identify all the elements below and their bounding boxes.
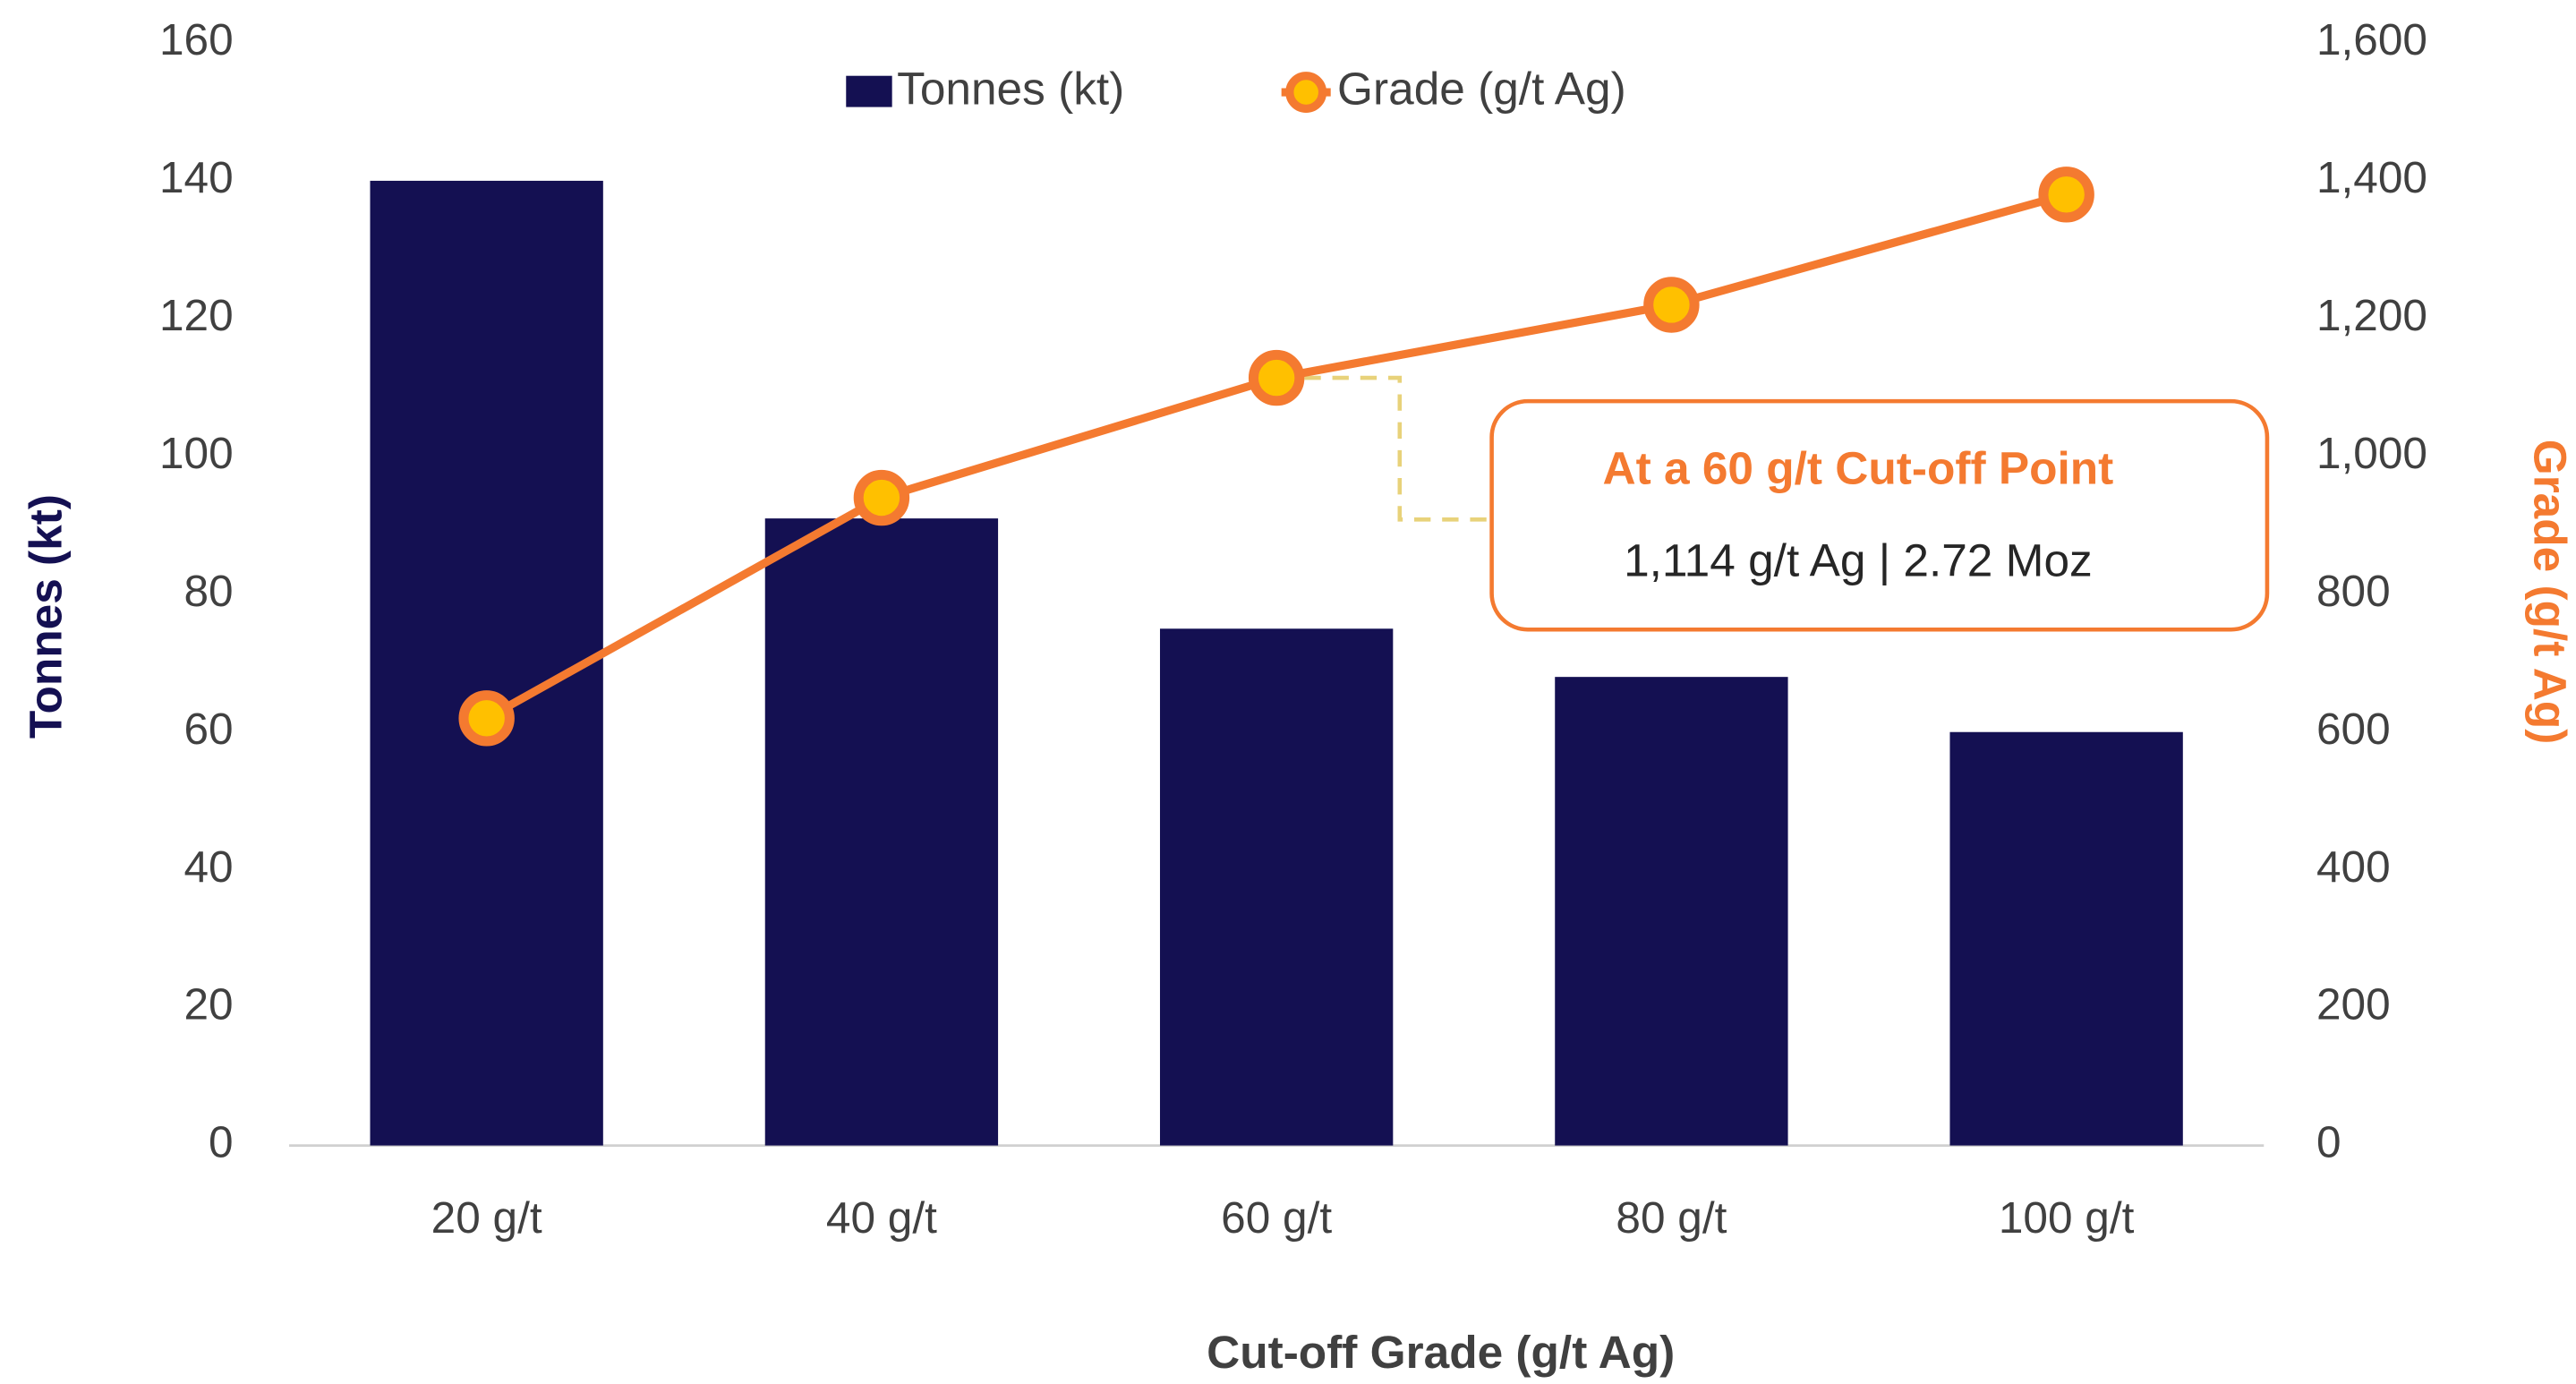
bar: [764, 518, 999, 1146]
line-marker: [2038, 167, 2094, 223]
y-tick-label: 80: [184, 566, 234, 616]
y2-tick-label: 800: [2316, 566, 2391, 616]
y-tick-label: 140: [159, 152, 234, 202]
line-marker: [853, 469, 910, 526]
y2-axis-title: Grade (g/t Ag): [2524, 440, 2576, 745]
y2-tick-label: 400: [2316, 842, 2391, 892]
y2-tick-label: 200: [2316, 979, 2391, 1029]
y2-tick-label: 0: [2316, 1117, 2341, 1167]
y-tick-label: 160: [159, 14, 234, 64]
y-tick-label: 100: [159, 428, 234, 478]
y2-tick-label: 1,400: [2316, 152, 2427, 202]
y-tick-label: 0: [209, 1117, 234, 1167]
y2-tick-label: 1,200: [2316, 290, 2427, 340]
legend-swatch-marker: [1285, 72, 1327, 114]
y2-tick-label: 1,000: [2316, 428, 2427, 478]
x-tick-label: 20 g/t: [431, 1192, 542, 1243]
annotation-text: 1,114 g/t Ag | 2.72 Moz: [1624, 534, 2093, 585]
y-tick-label: 60: [184, 704, 234, 754]
annotation-box: [1489, 398, 2270, 632]
y-tick-label: 20: [184, 979, 234, 1029]
bar: [1949, 731, 2183, 1146]
line-marker: [458, 690, 515, 747]
bar: [1555, 677, 1788, 1146]
y-axis-title: Tonnes (kt): [20, 494, 72, 739]
y-tick-label: 40: [184, 842, 234, 892]
bar: [370, 180, 603, 1146]
x-tick-label: 80 g/t: [1616, 1192, 1727, 1243]
annotation-title: At a 60 g/t Cut-off Point: [1603, 442, 2114, 494]
bar: [1159, 628, 1394, 1146]
legend-swatch: [846, 75, 892, 107]
line-marker: [1248, 349, 1305, 406]
legend-label: Grade (g/t Ag): [1337, 63, 1626, 115]
y2-tick-label: 1,600: [2316, 14, 2427, 64]
legend-label: Tonnes (kt): [897, 63, 1124, 115]
x-axis-title: Cut-off Grade (g/t Ag): [1207, 1326, 1675, 1378]
line-marker: [1643, 277, 1700, 333]
x-tick-label: 100 g/t: [1999, 1192, 2135, 1243]
y-tick-label: 120: [159, 290, 234, 340]
y2-tick-label: 600: [2316, 704, 2391, 754]
x-tick-label: 60 g/t: [1221, 1192, 1332, 1243]
annotation-connector: [1276, 375, 1492, 522]
x-tick-label: 40 g/t: [826, 1192, 937, 1243]
